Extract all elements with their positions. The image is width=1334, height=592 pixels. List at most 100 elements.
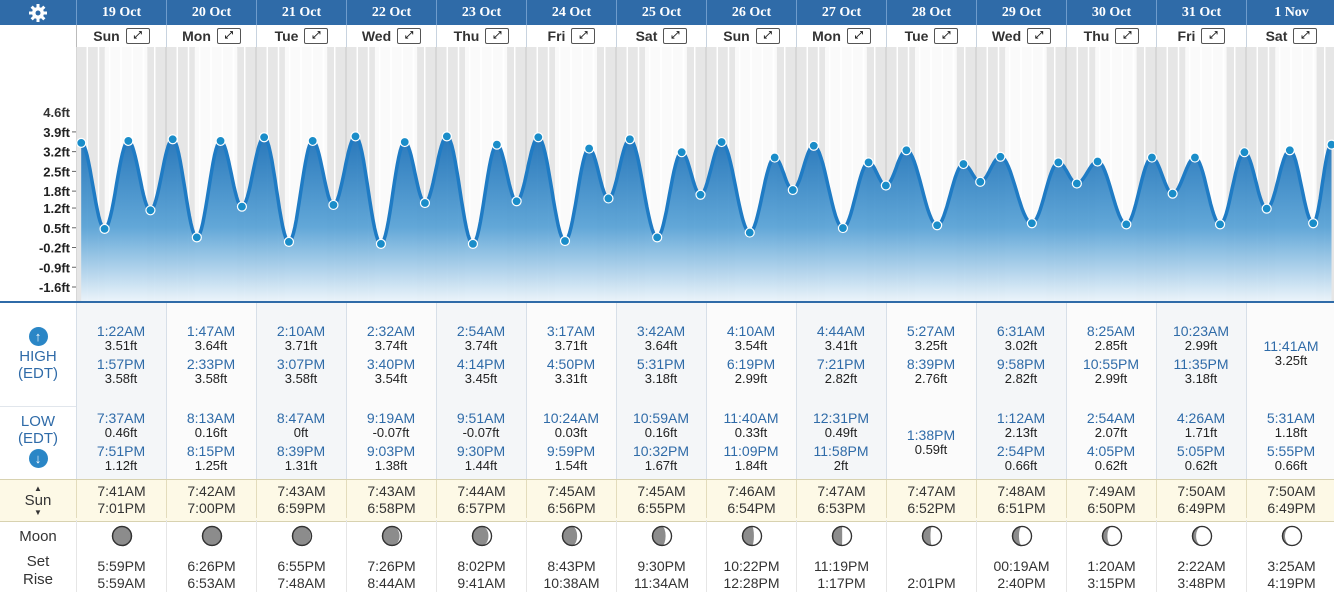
low-tide-time: 10:59AM xyxy=(632,410,690,426)
y-axis: 4.6ft 3.9ft 3.2ft 2.5ft 1.8ft 1.2ft 0.5ft -0.2f… xyxy=(0,25,77,301)
expand-icon[interactable]: ⤢ xyxy=(663,28,688,44)
y-tick-label: -0.9ft xyxy=(39,260,71,275)
date-header-cell: 27 Oct xyxy=(796,0,886,25)
moon-cell: 10:22PM 12:28PM xyxy=(706,520,796,592)
high-tide-time: 5:31PM xyxy=(636,356,686,372)
expand-icon[interactable]: ⤢ xyxy=(934,28,959,44)
moonset-time xyxy=(887,558,976,575)
expand-icon[interactable]: ⤢ xyxy=(216,28,241,44)
date-header-cell: 30 Oct xyxy=(1066,0,1156,25)
day-name-cell: Wed ⤢ xyxy=(346,25,436,47)
y-tick-label: 3.2ft xyxy=(43,145,70,160)
sunrise-arrow-icon: ▲ xyxy=(34,483,42,493)
moon-phase-icon xyxy=(651,525,672,547)
sunset-time: 6:50PM xyxy=(1087,500,1136,516)
high-tide-height: 3.45ft xyxy=(464,371,498,386)
tide-extreme-point xyxy=(559,235,571,247)
low-tide-entry: 9:03PM 1.38ft xyxy=(346,444,436,473)
expand-icon[interactable]: ⤢ xyxy=(304,28,329,44)
moon-cell: 3:25AM 4:19PM xyxy=(1246,520,1334,592)
date-header-cell: 29 Oct xyxy=(976,0,1066,25)
high-tide-height: 3.18ft xyxy=(644,371,678,386)
sunset-time: 6:51PM xyxy=(997,500,1046,516)
moon-lit-part xyxy=(929,526,941,546)
sunset-time: 6:52PM xyxy=(907,500,956,516)
moon-outline xyxy=(651,525,672,547)
moonrise-time: 2:40PM xyxy=(997,575,1046,591)
moon-outline xyxy=(1101,525,1122,547)
expand-icon[interactable]: ⤢ xyxy=(1115,28,1140,44)
high-tide-height: 2.82ft xyxy=(1004,371,1038,386)
high-tide-time: 1:22AM xyxy=(96,323,146,339)
moon-phase-icon xyxy=(831,525,852,547)
low-tide-time: 1:12AM xyxy=(996,410,1046,426)
high-tide-cell: 2:10AM 3.71ft 3:07PM 3.58ft xyxy=(256,323,346,386)
low-tide-time: 8:15PM xyxy=(186,443,236,459)
high-tide-time: 11:35PM xyxy=(1173,356,1229,372)
expand-icon[interactable]: ⤢ xyxy=(485,28,510,44)
sunset-time: 6:55PM xyxy=(637,500,686,516)
day-name-label: Wed xyxy=(991,28,1022,44)
high-tide-height: 3.25ft xyxy=(1274,353,1308,368)
tide-extreme-point xyxy=(283,236,295,247)
moon-outline xyxy=(831,525,852,547)
tide-day-column xyxy=(886,303,976,479)
low-tide-cell: 9:19AM -0.07ft 9:03PM 1.38ft xyxy=(346,411,436,473)
low-tide-time: 5:05PM xyxy=(1176,443,1226,459)
moon-cell: 9:30PM 11:34AM xyxy=(616,520,706,592)
tide-day-column xyxy=(1156,303,1246,479)
low-tide-entry: 4:26AM 1.71ft xyxy=(1156,411,1246,440)
expand-icon[interactable]: ⤢ xyxy=(571,28,596,44)
low-tide-height: 0.66ft xyxy=(1274,458,1308,473)
tide-extreme-point xyxy=(744,227,755,238)
high-tide-time: 2:10AM xyxy=(276,323,326,339)
high-tide-height: 3.71ft xyxy=(554,338,588,353)
tide-extreme-point xyxy=(236,201,248,212)
high-tide-entry: 5:27AM 3.25ft xyxy=(886,324,976,353)
tide-extreme-point xyxy=(1121,219,1132,230)
moon-cell: 2:22AM 3:48PM xyxy=(1156,520,1246,592)
date-header-cell: 22 Oct xyxy=(346,0,436,25)
high-tide-entry: 4:10AM 3.54ft xyxy=(706,324,796,353)
moon-phase-icon xyxy=(381,525,402,547)
sunset-time: 6:49PM xyxy=(1267,500,1316,516)
low-tide-entry: 11:09PM 1.84ft xyxy=(706,444,796,473)
moonrise-time: 3:15PM xyxy=(1087,575,1136,591)
low-tide-entry: 2:54PM 0.66ft xyxy=(976,444,1066,473)
expand-icon[interactable]: ⤢ xyxy=(755,28,780,44)
day-name-cell: Mon ⤢ xyxy=(796,25,886,47)
low-tide-height: 0.49ft xyxy=(824,425,858,440)
expand-icon[interactable]: ⤢ xyxy=(125,28,150,44)
moon-outline xyxy=(1011,525,1032,547)
sunset-time: 7:00PM xyxy=(187,500,236,516)
y-tick-label: 0.5ft xyxy=(43,221,70,236)
day-name-cell: Wed ⤢ xyxy=(976,25,1066,47)
expand-icon[interactable]: ⤢ xyxy=(1201,28,1226,44)
sunrise-time: 7:42AM xyxy=(187,483,236,499)
moon-lit-part xyxy=(841,526,851,546)
day-name-cell: Sat ⤢ xyxy=(616,25,706,47)
high-tide-time: 2:54AM xyxy=(456,323,506,339)
low-tide-cell: 9:51AM -0.07ft 9:30PM 1.44ft xyxy=(436,411,526,473)
tide-day-column xyxy=(1246,303,1334,479)
expand-icon[interactable]: ⤢ xyxy=(1293,28,1318,44)
low-label: LOW xyxy=(20,413,56,430)
tide-extreme-point xyxy=(995,151,1006,162)
moon-phase-icon xyxy=(201,525,222,547)
sun-times-cell: 7:46AM 6:54PM xyxy=(706,480,796,518)
expand-icon[interactable]: ⤢ xyxy=(1027,28,1052,44)
low-tide-height: 2ft xyxy=(833,458,849,473)
low-tide-entry: 2:54AM 2.07ft xyxy=(1066,411,1156,440)
low-tide-height: -0.07ft xyxy=(372,425,410,440)
tide-extreme-point xyxy=(1326,139,1334,150)
expand-icon[interactable]: ⤢ xyxy=(397,28,422,44)
settings-button[interactable] xyxy=(0,0,76,25)
date-header: 19 Oct 20 Oct 21 Oct 22 Oct 23 Oct 24 Oct 25 O… xyxy=(76,0,1334,25)
high-tide-entry: 11:35PM 3.18ft xyxy=(1156,356,1246,386)
expand-icon[interactable]: ⤢ xyxy=(846,28,871,44)
low-tide-time: 9:30PM xyxy=(456,443,506,459)
tide-extreme-point xyxy=(837,222,849,234)
high-tide-height: 3.58ft xyxy=(284,371,318,386)
moonset-label: Set xyxy=(26,553,50,570)
low-tide-time: 5:31AM xyxy=(1266,410,1316,426)
